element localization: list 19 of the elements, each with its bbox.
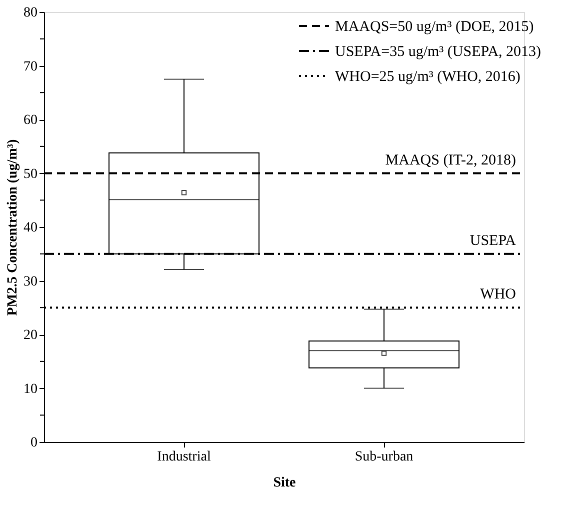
x-tick-label: Sub-urban — [354, 450, 414, 464]
y-tick-label: 30 — [24, 274, 38, 290]
y-axis-title: PM2.5 Concentration (ug/m³) — [6, 138, 20, 316]
ref-line-label: WHO — [480, 286, 516, 303]
y-tick-label: 80 — [24, 6, 38, 20]
annotation: WHO=25 ug/m³ (WHO, 2016) — [335, 69, 520, 85]
y-tick-label: 60 — [24, 113, 38, 128]
annotation: USEPA=35 ug/m³ (USEPA, 2013) — [335, 44, 542, 60]
y-tick-label: 0 — [30, 436, 38, 450]
ref-line-label: USEPA — [470, 232, 516, 249]
x-axis-title: Site — [273, 476, 296, 490]
y-tick-label: 70 — [24, 59, 38, 74]
y-tick-label: 10 — [24, 382, 38, 397]
y-tick-label: 40 — [24, 220, 38, 236]
y-tick-label: 50 — [24, 166, 38, 182]
annotation: MAAQS=50 ug/m³ (DOE, 2015) — [335, 19, 534, 35]
x-tick-label: Industrial — [157, 450, 211, 464]
ref-line-label: MAAQS (IT-2, 2018) — [385, 152, 516, 168]
y-tick-label: 20 — [24, 328, 38, 343]
